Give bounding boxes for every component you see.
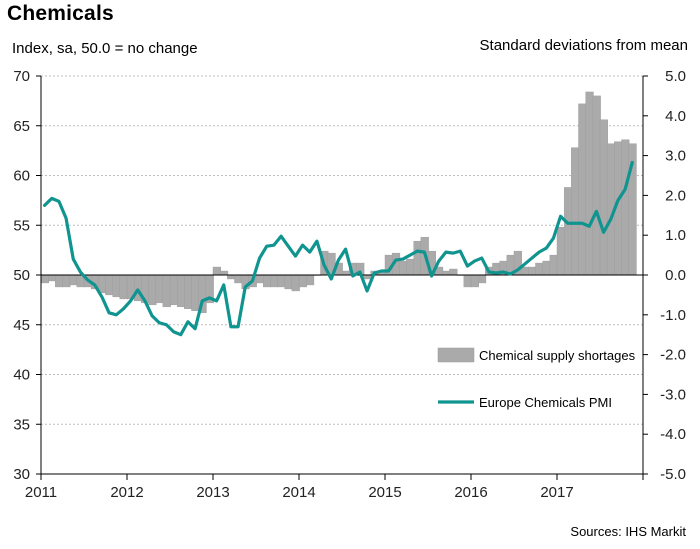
y-tick-label-right: -1.0 [660, 307, 686, 324]
bar [277, 274, 286, 288]
axes [36, 75, 648, 480]
bar [413, 240, 422, 276]
x-tick-label: 2013 [196, 484, 229, 501]
bar [119, 274, 128, 300]
bar [470, 274, 479, 288]
y-tick-label-left: 55 [13, 217, 30, 234]
bar [341, 270, 350, 276]
bar [262, 274, 272, 288]
y-tick-label-right: 1.0 [665, 227, 686, 244]
bar [520, 266, 530, 276]
bar [169, 274, 178, 306]
bar [592, 95, 601, 276]
bar [191, 274, 200, 312]
bar [363, 274, 372, 280]
bar [556, 227, 565, 276]
y-tick-label-left: 35 [13, 416, 30, 433]
bar [563, 187, 573, 276]
bar [399, 260, 408, 276]
bar [449, 268, 458, 276]
bar [535, 262, 544, 276]
y-tick-label-right: -2.0 [660, 347, 686, 364]
y-tick-label-right: 2.0 [665, 187, 686, 204]
y-tick-label-left: 40 [13, 367, 30, 384]
bar [148, 274, 157, 306]
bar [212, 266, 221, 276]
y-tick-label-left: 65 [13, 118, 30, 135]
legend-label-supply-shortages: Chemical supply shortages [479, 348, 636, 363]
y-tick-label-right: -4.0 [660, 426, 686, 443]
y-tick-label-right: -3.0 [660, 386, 686, 403]
y-tick-label-right: 4.0 [665, 108, 686, 125]
bar [47, 274, 57, 282]
chart-title: Chemicals [7, 2, 114, 25]
y-tick-label-right: -5.0 [660, 466, 686, 483]
bar [542, 260, 551, 276]
tick-labels: 30 35 40 45 50 55 60 65 70 -5.0 -4.0 -3.0 -2.0 -1.0 0.… [13, 68, 686, 501]
bar [184, 274, 193, 310]
source-note: Sources: IHS Markit [570, 524, 686, 539]
bar [62, 274, 71, 288]
supply-shortages-bars [40, 91, 637, 314]
bar [291, 274, 300, 292]
bar [219, 270, 229, 276]
bar [477, 274, 487, 284]
bar [69, 274, 78, 286]
x-tick-label: 2011 [25, 484, 57, 501]
y-tick-label-right: 0.0 [665, 267, 686, 284]
y-tick-label-right: 3.0 [665, 148, 686, 165]
x-tick-label: 2016 [454, 484, 487, 501]
bar [55, 274, 64, 288]
pmi-line-group [42, 160, 634, 337]
bar [406, 258, 415, 276]
bar [528, 266, 537, 276]
bar [176, 274, 186, 308]
bar [305, 274, 315, 286]
y-tick-label-left: 45 [13, 317, 30, 334]
bar [40, 274, 49, 284]
y-tick-label-left: 50 [13, 267, 30, 284]
pmi-line [42, 160, 634, 337]
bar [621, 139, 630, 276]
bar [578, 103, 587, 276]
x-tick-label: 2014 [282, 484, 315, 501]
bar [284, 274, 293, 290]
legend: Chemical supply shortages Europe Chemica… [437, 347, 636, 410]
bar [599, 119, 608, 276]
bar [463, 274, 472, 288]
x-tick-label: 2015 [368, 484, 401, 501]
x-tick-label: 2017 [540, 484, 573, 501]
bar [585, 91, 594, 276]
bar [270, 274, 279, 288]
bar [549, 254, 558, 276]
bar [571, 147, 580, 276]
gridlines [41, 75, 643, 425]
bar [227, 274, 236, 280]
y-tick-label-right: 5.0 [665, 68, 686, 85]
x-tick-label: 2012 [110, 484, 143, 501]
y-tick-label-left: 70 [13, 68, 30, 85]
bar [298, 274, 307, 288]
bar [112, 274, 121, 298]
bar [255, 274, 264, 284]
bar [234, 274, 243, 284]
legend-label-pmi: Europe Chemicals PMI [479, 395, 612, 410]
bar [162, 274, 171, 308]
y-tick-label-left: 60 [13, 168, 30, 185]
bar [105, 274, 114, 296]
y-axis-left-label: Index, sa, 50.0 = no change [12, 40, 198, 57]
y-tick-label-left: 30 [13, 466, 30, 483]
bar [442, 270, 451, 276]
y-axis-right-label: Standard deviations from mean [479, 37, 688, 54]
legend-swatch-supply-shortages [437, 347, 475, 363]
bar [155, 274, 164, 304]
